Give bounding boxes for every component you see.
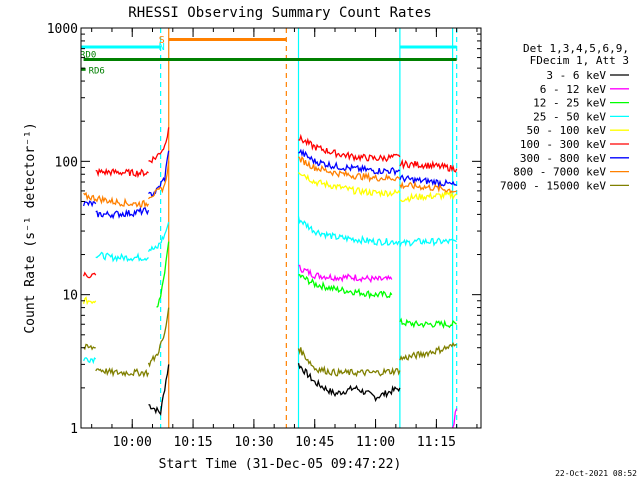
legend-label-6: 300 - 800 keV <box>520 152 606 165</box>
series-5-segment-2 <box>148 127 170 164</box>
series-3-segment-1 <box>95 251 149 263</box>
series-7-segment-1 <box>147 161 170 200</box>
series-8 <box>83 307 457 378</box>
series-4-segment-2 <box>399 190 457 203</box>
state-label-rd0: RD0 <box>80 51 96 61</box>
series-5-segment-1 <box>95 167 149 179</box>
series-6 <box>82 148 457 220</box>
series-3 <box>83 216 457 365</box>
series-6-segment-4 <box>399 174 457 188</box>
series-4-segment-0 <box>82 296 97 306</box>
annotation-s: S <box>159 35 165 46</box>
series-8-segment-2 <box>147 307 170 368</box>
series-1 <box>298 264 458 429</box>
series-4-segment-1 <box>298 172 401 198</box>
series-8-segment-4 <box>399 341 457 361</box>
legend: Det 1,3,4,5,6,9, FDecim 1, Att 3 3 - 6 k… <box>500 42 629 192</box>
legend-label-7: 800 - 7000 keV <box>513 166 606 179</box>
series-8-segment-0 <box>83 343 96 351</box>
series-7 <box>83 155 457 209</box>
series-3-segment-2 <box>147 221 170 253</box>
series-8-segment-3 <box>297 347 401 378</box>
series-5-segment-3 <box>298 133 401 163</box>
series-3-segment-4 <box>399 237 457 248</box>
legend-label-2: 12 - 25 keV <box>533 97 606 110</box>
x-tick-label-0: 10:00 <box>113 435 152 450</box>
series-0-segment-0 <box>148 364 170 416</box>
legend-label-8: 7000 - 15000 keV <box>500 179 606 192</box>
series-7-segment-0 <box>83 191 150 209</box>
y-tick-label-2: 100 <box>55 155 78 170</box>
state-label-rd6: RD6 <box>89 66 105 76</box>
series-6-segment-3 <box>298 148 401 177</box>
footer-timestamp: 22-Oct-2021 08:52 <box>555 469 637 478</box>
series-1-segment-0 <box>298 264 393 284</box>
series-6-segment-2 <box>148 150 170 198</box>
series-5-segment-4 <box>399 158 458 173</box>
legend-label-3: 25 - 50 keV <box>533 110 606 123</box>
series-1-segment-1 <box>451 408 458 429</box>
legend-label-1: 6 - 12 keV <box>540 83 607 96</box>
x-tick-label-3: 10:45 <box>295 435 334 450</box>
y-axis-label: Count Rate (s⁻¹ detector⁻¹) <box>23 122 38 333</box>
x-axis-label: Start Time (31-Dec-05 09:47:22) <box>159 457 402 472</box>
y-tick-label-1: 10 <box>62 289 78 304</box>
series-3-segment-0 <box>83 357 97 365</box>
legend-header-2: FDecim 1, Att 3 <box>530 54 629 67</box>
y-tick-label-0: 1 <box>70 422 78 437</box>
y-tick-label-3: 1000 <box>47 22 78 37</box>
x-tick-label-1: 10:15 <box>173 435 212 450</box>
series-7-segment-2 <box>298 155 400 183</box>
series-3-segment-3 <box>297 216 400 247</box>
series-0 <box>148 363 401 416</box>
series-2-segment-0 <box>298 274 393 300</box>
series-7-segment-3 <box>399 180 457 194</box>
x-tick-label-5: 11:15 <box>417 435 456 450</box>
legend-label-0: 3 - 6 keV <box>546 69 606 82</box>
series-2-segment-2 <box>156 241 170 308</box>
series-0-segment-1 <box>297 363 401 403</box>
series-5 <box>82 127 458 279</box>
series-6-segment-1 <box>95 206 150 220</box>
legend-label-5: 100 - 300 keV <box>520 138 606 151</box>
chart-title: RHESSI Observing Summary Count Rates <box>128 5 431 21</box>
annotation-n: N <box>159 42 165 53</box>
series-5-segment-0 <box>82 271 97 279</box>
x-tick-label-2: 10:30 <box>234 435 273 450</box>
plot-frame <box>80 27 482 429</box>
x-tick-label-4: 11:00 <box>356 435 395 450</box>
legend-header-1: Det 1,3,4,5,6,9, <box>523 42 629 55</box>
series-6-segment-0 <box>82 200 97 208</box>
series-2-segment-1 <box>399 317 458 330</box>
series-4 <box>82 172 457 306</box>
series-8-segment-1 <box>95 366 150 378</box>
series-2 <box>156 241 458 330</box>
legend-label-4: 50 - 100 keV <box>527 124 607 137</box>
